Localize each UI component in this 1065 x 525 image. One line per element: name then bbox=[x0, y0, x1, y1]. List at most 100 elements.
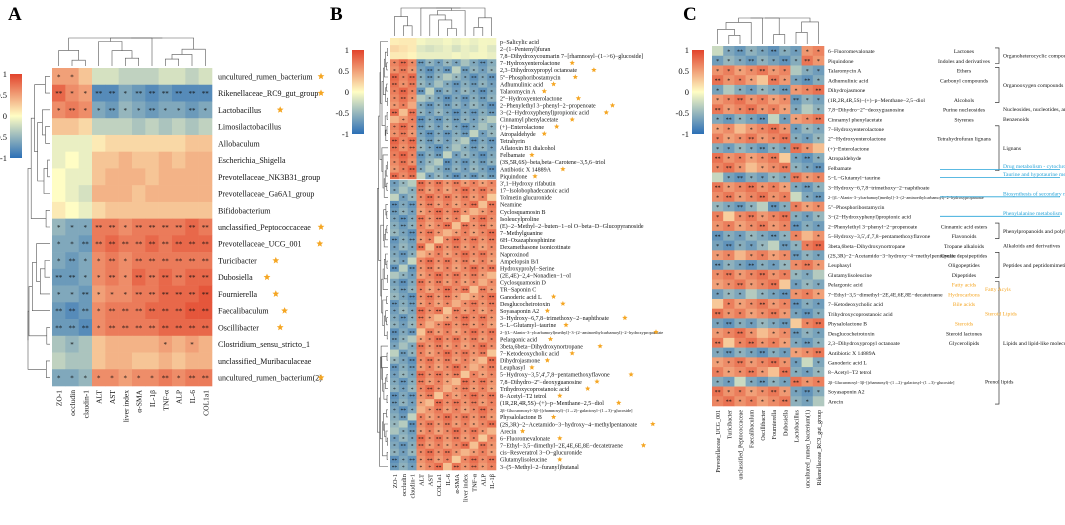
c-signif-r0-c3: * bbox=[750, 50, 753, 56]
a-cell-r1-c1 bbox=[65, 84, 79, 102]
b-cell-r7-c5 bbox=[434, 87, 444, 95]
b-cell-r59-c0 bbox=[390, 455, 400, 464]
b-signif-r24-c2: * bbox=[411, 210, 414, 216]
b-row-star-37 bbox=[560, 300, 566, 306]
b-cell-r47-c9 bbox=[469, 370, 479, 379]
b-signif-r48-c4: * bbox=[428, 380, 431, 386]
c-cell-r5-c7 bbox=[790, 94, 802, 105]
b-signif-r44-c5: * bbox=[437, 352, 440, 358]
b-cell-r39-c7 bbox=[451, 314, 461, 322]
b-signif-r26-c5: * bbox=[437, 224, 440, 230]
b-cell-r46-c8 bbox=[460, 363, 470, 372]
a-signif-r14-c0: ** bbox=[55, 308, 63, 316]
b-signif-r42-c9: ** bbox=[471, 337, 477, 343]
b-signif-r23-c11: ** bbox=[489, 203, 495, 209]
c-signif-r21-c7: ** bbox=[793, 254, 799, 260]
b-cell-r36-c1 bbox=[398, 292, 408, 301]
c-signif-r27-c1: * bbox=[727, 312, 730, 318]
a-signif-r1-c5: * bbox=[124, 90, 128, 98]
b-cell-r31-c11 bbox=[487, 257, 497, 265]
b-signif-r16-c7: * bbox=[455, 153, 458, 159]
b-cell-r56-c4 bbox=[425, 434, 435, 442]
c-cell-r4-c8 bbox=[801, 84, 814, 95]
a-cell-r2-c5 bbox=[118, 101, 133, 119]
b-row-label-16: Felbamate bbox=[500, 153, 525, 159]
b-signif-r17-c7: * bbox=[455, 160, 458, 166]
a-cell-r3-c3 bbox=[92, 118, 106, 136]
c-signif-r0-c7: * bbox=[795, 50, 798, 56]
b-row-dendro-link-34 bbox=[386, 331, 388, 340]
b-row-label-14: Tetrahyrin bbox=[500, 139, 525, 145]
b-cell-r27-c6 bbox=[443, 229, 453, 237]
c-cell-r35-c7 bbox=[790, 386, 802, 397]
c-signif-r14-c9: * bbox=[817, 186, 820, 192]
b-cell-r14-c11 bbox=[487, 137, 497, 145]
a-col-dendro-link-5 bbox=[98, 41, 123, 66]
c-row-label-31: Antibiotic X 14889A bbox=[828, 351, 876, 357]
c-signif-r7-c6: * bbox=[783, 118, 786, 124]
c-cell-r6-c8 bbox=[801, 104, 814, 115]
b-cell-r60-c6 bbox=[443, 462, 453, 471]
b-signif-r28-c6: * bbox=[446, 238, 449, 244]
b-cell-r42-c7 bbox=[451, 335, 461, 343]
b-row-label-52: 2β−Glucuronosyl−3β−[(rhamnosyl)−(1→2)−ga… bbox=[500, 408, 633, 413]
b-cell-r32-c2 bbox=[407, 264, 417, 272]
c-signif-r7-c1: ** bbox=[726, 118, 732, 124]
a-signif-r9-c10: ** bbox=[189, 224, 197, 232]
c-cell-r32-c9 bbox=[812, 357, 825, 368]
c-cell-r5-c6 bbox=[779, 94, 791, 105]
b-signif-r9-c5: * bbox=[437, 104, 440, 110]
b-cell-r45-c3 bbox=[416, 356, 426, 365]
c-row-label-4: Dihydrojasmone bbox=[828, 88, 866, 94]
b-cell-r47-c5 bbox=[434, 370, 444, 379]
b-signif-r28-c3: * bbox=[420, 238, 423, 244]
b-signif-r13-c3: * bbox=[420, 132, 423, 138]
b-signif-r54-c6: ** bbox=[445, 422, 451, 428]
b-signif-r9-c7: * bbox=[455, 104, 458, 110]
c-signif-r3-c5: ** bbox=[771, 79, 777, 85]
c-cell-r6-c1 bbox=[723, 104, 735, 115]
b-cell-r4-c2 bbox=[407, 66, 417, 74]
b-cell-r28-c3 bbox=[416, 236, 426, 244]
c-cell-r35-c8 bbox=[801, 386, 814, 397]
b-cell-r48-c0 bbox=[390, 377, 400, 386]
a-signif-r9-c7: ** bbox=[149, 224, 157, 232]
a-cell-r12-c8 bbox=[158, 268, 173, 286]
b-signif-r12-c2: * bbox=[411, 125, 414, 131]
b-cell-r35-c2 bbox=[407, 285, 417, 294]
b-signif-r23-c0: ** bbox=[392, 203, 398, 209]
b-cell-r3-c3 bbox=[416, 59, 426, 67]
c-signif-r5-c4: * bbox=[761, 98, 764, 104]
b-cell-r18-c7 bbox=[451, 165, 461, 173]
b-signif-r46-c11: ** bbox=[489, 366, 495, 372]
b-signif-r60-c9: ** bbox=[471, 465, 477, 471]
a-signif-r18-c1: * bbox=[70, 375, 74, 383]
c-cell-r25-c6 bbox=[779, 289, 791, 300]
c-signif-r26-c1: * bbox=[727, 302, 730, 308]
b-cell-r16-c1 bbox=[398, 151, 408, 159]
b-signif-r36-c5: * bbox=[437, 295, 440, 301]
b-signif-r46-c1: * bbox=[402, 366, 405, 372]
b-cell-r60-c3 bbox=[416, 462, 426, 471]
b-cell-r24-c11 bbox=[487, 207, 497, 216]
b-cell-r15-c3 bbox=[416, 144, 426, 152]
b-signif-r56-c3: ** bbox=[418, 437, 424, 443]
c-cell-r29-c1 bbox=[723, 328, 735, 339]
b-signif-r52-c8: * bbox=[464, 408, 467, 414]
c-signif-r33-c8: * bbox=[806, 371, 809, 377]
c-signif-r17-c0: * bbox=[716, 215, 719, 221]
a-row-dendro-link-10 bbox=[45, 76, 50, 94]
b-cell-r55-c5 bbox=[434, 427, 444, 435]
c-signif-r16-c3: * bbox=[750, 205, 753, 211]
b-cell-r9-c7 bbox=[451, 101, 461, 110]
b-cell-r19-c11 bbox=[487, 172, 497, 180]
b-cell-r52-c9 bbox=[469, 406, 479, 414]
a-signif-r9-c2: * bbox=[84, 224, 88, 232]
a-cell-r3-c6 bbox=[132, 118, 146, 136]
b-cell-r12-c3 bbox=[416, 122, 426, 131]
c-cell-r4-c6 bbox=[779, 84, 791, 95]
b-signif-r4-c5: * bbox=[437, 68, 440, 74]
a-col-label-11: COL1a1 bbox=[201, 390, 210, 416]
b-cell-r41-c1 bbox=[398, 328, 408, 336]
a-signif-r12-c11: ** bbox=[202, 274, 210, 282]
